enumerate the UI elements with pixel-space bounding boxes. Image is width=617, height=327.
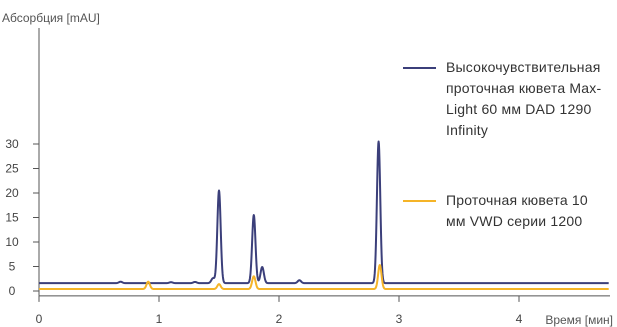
x-tick-label: 0 (36, 312, 43, 326)
tick-labels: 0 5 10 15 20 25 30 0 1 2 3 4 (5, 137, 522, 326)
x-tick-label: 4 (516, 312, 523, 326)
y-tick-label: 25 (5, 162, 19, 176)
y-tick-label: 30 (5, 137, 19, 151)
x-tick-label: 2 (276, 312, 283, 326)
axes (33, 28, 610, 302)
x-tick-label: 1 (156, 312, 163, 326)
x-tick-label: 3 (396, 312, 403, 326)
series-lines (38, 140, 610, 291)
y-axis-title: Абсорбция [mAU] (2, 11, 100, 25)
series-line-dad (38, 140, 610, 285)
legend-swatches (403, 67, 436, 202)
y-tick-label: 20 (5, 186, 19, 200)
y-tick-label: 0 (9, 284, 16, 298)
legend-label-dad: Высокочувствительная проточная кювета Ma… (446, 59, 602, 138)
y-tick-label: 10 (5, 235, 19, 249)
x-axis-title: Время [мин] (545, 313, 613, 327)
series-line-vwd (38, 264, 610, 291)
y-tick-label: 15 (5, 211, 19, 225)
y-tick-label: 5 (9, 260, 16, 274)
legend-label-vwd: Проточная кювета 10 мм VWD серии 1200 (446, 192, 588, 229)
